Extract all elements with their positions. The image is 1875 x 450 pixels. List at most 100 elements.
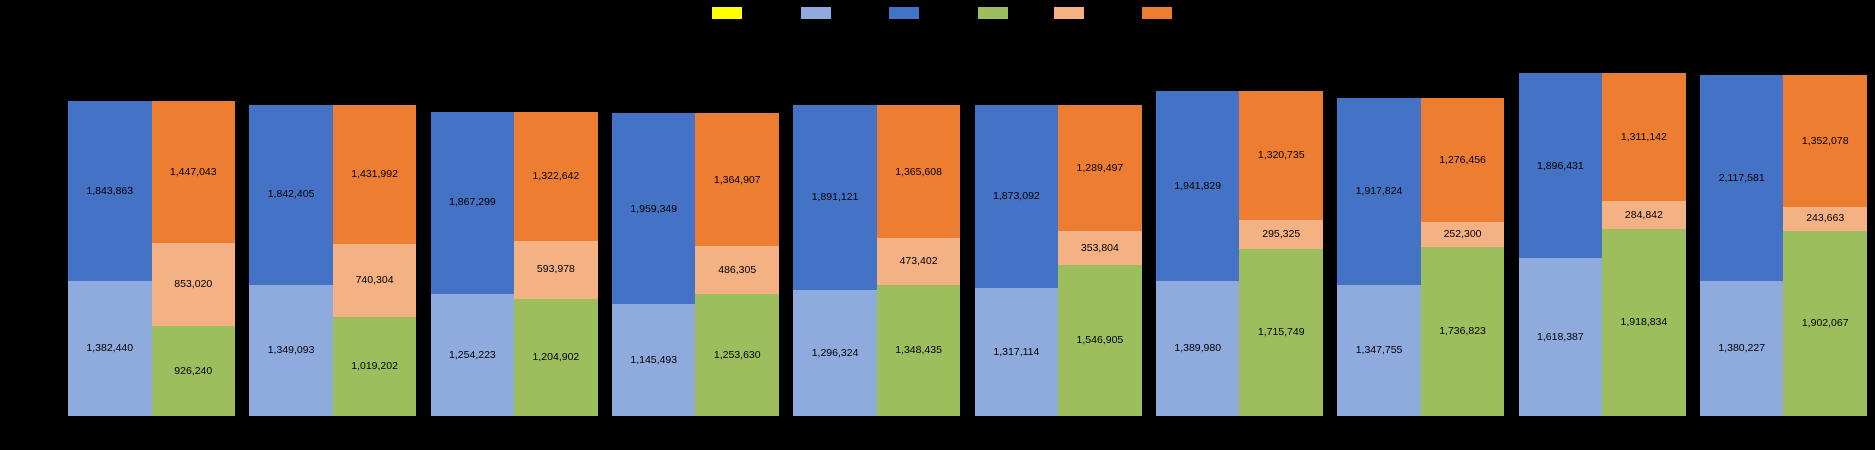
left-stacked-bar-4: 1,145,493 1,959,349 [611,113,696,416]
data-label-dark-blue: 1,896,431 [1537,159,1584,172]
data-label-dark-blue: 1,917,824 [1355,184,1403,197]
data-label-peach: 252,300 [1443,228,1482,241]
bar-segment-peach: 353,804 [1058,230,1142,266]
bar-segment-orange: 1,365,608 [876,105,961,239]
data-label-green: 1,253,630 [713,348,761,361]
data-label-peach: 353,804 [1080,241,1119,254]
bar-segment-light-blue: 1,389,980 [1155,280,1240,416]
data-label-light-blue: 1,317,114 [993,345,1040,358]
bar-segment-dark-blue: 1,917,824 [1337,97,1421,285]
data-label-light-blue: 1,380,227 [1718,342,1766,355]
data-label-dark-blue: 1,873,092 [993,190,1040,203]
bar-segment-green: 1,918,834 [1602,228,1686,416]
left-stacked-bar-6: 1,317,114 1,873,092 [974,105,1059,416]
data-label-orange: 1,311,142 [1620,130,1667,143]
bar-segment-green: 1,204,902 [514,298,598,416]
bar-segment-orange: 1,276,456 [1420,97,1505,223]
data-label-peach: 853,020 [174,277,213,290]
bar-segment-light-blue: 1,254,223 [430,293,515,416]
legend-swatch-series-yellow [712,7,742,19]
right-stacked-bar-7: 1,715,749 295,325 1,320,735 [1239,91,1323,416]
bar-segment-green: 1,902,067 [1783,230,1867,416]
data-label-orange: 1,364,907 [713,173,761,186]
bar-segment-peach: 473,402 [876,238,961,285]
bar-segment-light-blue: 1,349,093 [249,284,333,416]
bar-group-8: 1,347,755 1,917,824 1,736,823 252,300 1,276,… [1337,26,1505,416]
right-stacked-bar-1: 926,240 853,020 1,447,043 [151,101,235,416]
bar-segment-light-blue: 1,618,387 [1518,258,1603,416]
data-label-dark-blue: 2,117,581 [1718,171,1765,184]
bar-segment-dark-blue: 1,959,349 [611,113,696,305]
data-label-peach: 593,978 [536,263,575,276]
bar-segment-peach: 593,978 [514,240,598,299]
data-label-light-blue: 1,349,093 [267,344,315,356]
right-stacked-bar-9: 1,918,834 284,842 1,311,142 [1602,73,1686,416]
data-label-peach: 243,663 [1806,212,1845,225]
bar-segment-dark-blue: 1,842,405 [249,104,333,285]
bar-segment-green: 1,715,749 [1239,248,1323,416]
data-label-light-blue: 1,347,755 [1355,344,1403,357]
bar-group-10: 1,380,227 2,117,581 1,902,067 243,663 1,352,… [1699,26,1867,416]
bar-segment-dark-blue: 1,896,431 [1518,73,1603,259]
right-stacked-bar-8: 1,736,823 252,300 1,276,456 [1420,97,1505,416]
right-stacked-bar-3: 1,204,902 593,978 1,322,642 [514,111,598,416]
data-label-dark-blue: 1,941,829 [1174,179,1222,192]
legend-swatch-series-peach [1054,7,1084,19]
legend-swatch-series-light-blue [801,7,831,19]
bar-segment-dark-blue: 1,873,092 [974,105,1059,288]
bar-segment-light-blue: 1,317,114 [974,287,1059,416]
right-stacked-bar-4: 1,253,630 486,305 1,364,907 [695,113,779,416]
data-label-dark-blue: 1,843,863 [86,185,134,198]
bar-segment-peach: 295,325 [1239,219,1323,249]
bar-segment-orange: 1,322,642 [514,111,598,241]
bar-segment-orange: 1,320,735 [1239,91,1323,220]
data-label-light-blue: 1,382,440 [86,342,134,355]
bar-segment-light-blue: 1,296,324 [793,289,877,416]
right-stacked-bar-5: 1,348,435 473,402 1,365,608 [876,105,961,416]
data-label-orange: 1,322,642 [532,169,580,182]
bar-segment-orange: 1,447,043 [151,101,235,243]
data-label-green: 1,918,834 [1620,316,1668,329]
data-label-peach: 740,304 [355,274,394,287]
bar-segment-peach: 740,304 [332,244,417,317]
bar-group-7: 1,389,980 1,941,829 1,715,749 295,325 1,320,… [1155,26,1323,416]
data-label-orange: 1,447,043 [169,165,217,178]
bar-segment-green: 1,736,823 [1420,246,1505,416]
bar-segment-peach: 284,842 [1602,201,1686,229]
data-label-peach: 486,305 [718,263,757,276]
bar-group-5: 1,296,324 1,891,121 1,348,435 473,402 1,365,… [793,26,961,416]
bar-segment-dark-blue: 2,117,581 [1699,74,1784,282]
bar-segment-orange: 1,364,907 [695,113,779,247]
bar-segment-green: 1,348,435 [876,284,961,416]
bar-segment-peach: 486,305 [695,246,779,294]
bar-segment-light-blue: 1,380,227 [1699,281,1784,416]
bar-segment-peach: 853,020 [151,242,235,326]
bar-segment-orange: 1,352,078 [1783,74,1867,207]
bar-segment-dark-blue: 1,941,829 [1155,91,1240,281]
bar-segment-dark-blue: 1,891,121 [793,105,877,290]
left-stacked-bar-7: 1,389,980 1,941,829 [1155,91,1240,416]
data-label-orange: 1,431,992 [351,168,398,181]
bar-group-9: 1,618,387 1,896,431 1,918,834 284,842 1,311,… [1518,26,1686,416]
legend-swatch-series-dark-blue [889,7,919,19]
data-label-green: 1,736,823 [1439,325,1486,338]
bar-segment-peach: 252,300 [1420,222,1505,247]
data-label-orange: 1,276,456 [1439,153,1486,166]
data-label-light-blue: 1,296,324 [811,346,859,359]
plot-area: 1,382,440 1,843,863 926,240 853,020 1,447,04… [61,26,1875,416]
bar-segment-peach: 243,663 [1783,206,1867,231]
left-stacked-bar-8: 1,347,755 1,917,824 [1337,97,1421,416]
data-label-orange: 1,320,735 [1257,149,1305,162]
data-label-peach: 473,402 [899,255,938,268]
bar-segment-green: 1,546,905 [1058,265,1142,416]
bar-segment-light-blue: 1,347,755 [1337,284,1421,416]
data-label-green: 926,240 [174,364,213,377]
left-stacked-bar-2: 1,349,093 1,842,405 [249,104,333,416]
bar-segment-orange: 1,289,497 [1058,105,1142,231]
data-label-green: 1,019,202 [351,360,398,373]
data-label-light-blue: 1,389,980 [1174,342,1222,354]
bar-segment-light-blue: 1,382,440 [68,281,152,416]
bar-group-6: 1,317,114 1,873,092 1,546,905 353,804 1,289,… [974,26,1142,416]
data-label-light-blue: 1,254,223 [449,348,496,361]
bar-segment-green: 926,240 [151,325,235,416]
